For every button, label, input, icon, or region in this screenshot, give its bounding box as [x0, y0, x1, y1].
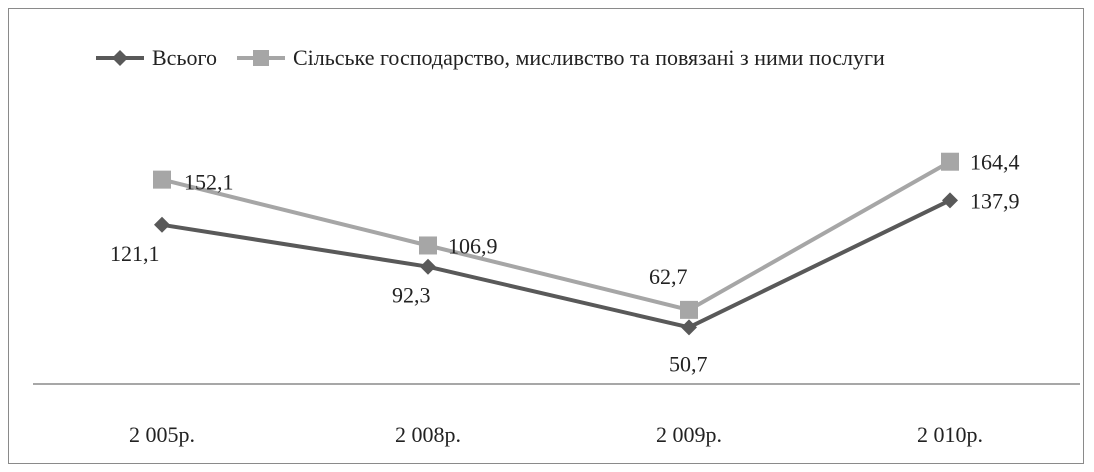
- legend-item-agriculture: Сільське господарство, мисливство та пов…: [235, 45, 885, 71]
- data-point-total: [420, 258, 436, 275]
- data-label-total: 121,1: [110, 241, 160, 266]
- x-tick-label: 2 008р.: [395, 422, 461, 447]
- data-point-total: [681, 319, 697, 336]
- legend-label-agriculture: Сільське господарство, мисливство та пов…: [292, 45, 885, 70]
- data-point-agriculture: [941, 152, 959, 171]
- data-point-agriculture: [153, 170, 171, 189]
- legend-marker-square: [236, 50, 285, 66]
- data-point-total: [154, 216, 170, 233]
- data-label-agriculture: 152,1: [184, 170, 234, 195]
- data-label-total: 92,3: [392, 283, 431, 308]
- legend: Всього Сільське господарство, мисливство…: [94, 38, 885, 78]
- data-point-agriculture: [680, 300, 698, 319]
- x-tick-label: 2 010р.: [917, 422, 983, 447]
- data-label-agriculture: 164,4: [970, 150, 1020, 175]
- legend-marker-diamond: [96, 50, 144, 66]
- chart-frame: [8, 8, 1084, 464]
- x-tick-label: 2 005р.: [129, 422, 195, 447]
- data-point-total: [942, 192, 958, 209]
- data-label-agriculture: 106,9: [448, 233, 498, 258]
- x-tick-label: 2 009р.: [656, 422, 722, 447]
- data-label-agriculture: 62,7: [649, 264, 688, 289]
- series-line-agriculture: [161, 159, 951, 312]
- data-label-total: 50,7: [669, 351, 708, 376]
- data-label-total: 137,9: [970, 188, 1020, 213]
- data-point-agriculture: [419, 236, 437, 255]
- legend-item-total: Всього: [94, 45, 217, 71]
- series-line-total: [161, 198, 951, 330]
- legend-label-total: Всього: [152, 45, 217, 70]
